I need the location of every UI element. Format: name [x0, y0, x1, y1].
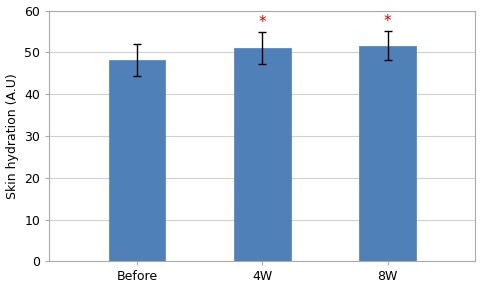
Text: *: *	[258, 15, 265, 30]
Bar	[359, 46, 415, 262]
Bar	[108, 60, 165, 262]
Y-axis label: Skin hydration (A.U): Skin hydration (A.U)	[6, 73, 19, 199]
Bar	[234, 48, 290, 262]
Text: *: *	[383, 14, 391, 29]
